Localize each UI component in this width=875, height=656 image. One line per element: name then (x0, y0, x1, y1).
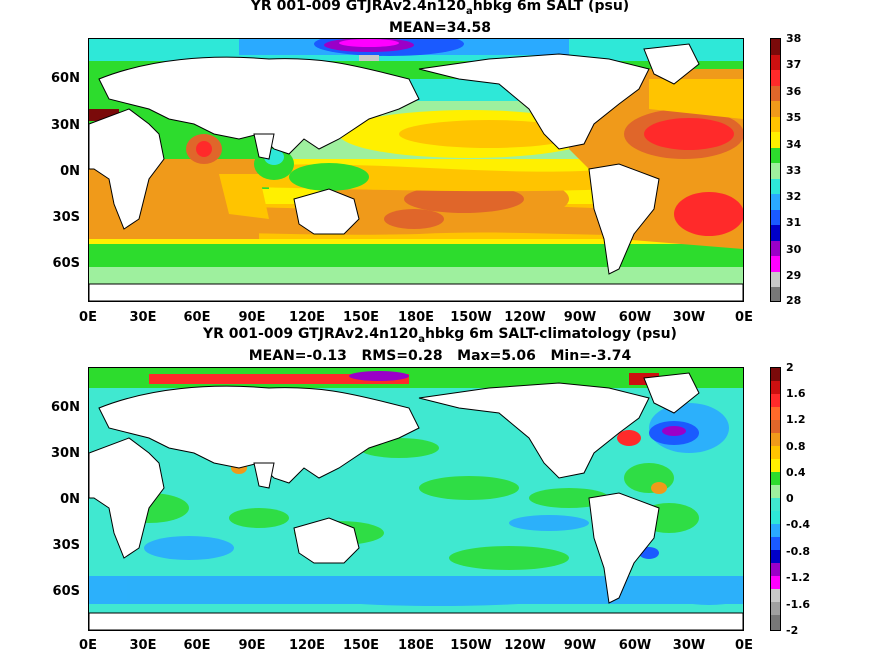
top-lon-150e: 150E (342, 310, 380, 325)
top-lon-60e: 60E (183, 310, 211, 325)
bottom-lon-120w: 120W (504, 638, 546, 653)
top-map-svg (89, 39, 743, 301)
bottom-lon-120e: 120E (288, 638, 326, 653)
top-lon-60w: 60W (618, 310, 652, 325)
top-title-sub: a (465, 5, 473, 17)
top-lon-30e: 30E (129, 310, 157, 325)
top-lon-30w: 30W (672, 310, 706, 325)
bottom-lon-90e: 90E (238, 638, 266, 653)
top-cbar-label-36: 36 (786, 85, 802, 98)
top-lat-30n: 30N (51, 118, 80, 133)
top-lat-30s: 30S (52, 210, 80, 225)
bottom-cbar-label-m2: -2 (786, 624, 799, 637)
bottom-title-pre: YR 001-009 GTJRAv2.4n120 (203, 326, 419, 342)
bottom-map-svg (89, 368, 743, 630)
top-lon-90w: 90W (563, 310, 597, 325)
bottom-lat-60s: 60S (52, 584, 80, 599)
bottom-lat-30n: 30N (51, 446, 80, 461)
top-cbar-label-30: 30 (786, 243, 802, 256)
bottom-cbar-label-2: 2 (786, 361, 794, 374)
bottom-lon-30w: 30W (672, 638, 706, 653)
top-cbar-label-37: 37 (786, 58, 802, 71)
top-title: YR 001-009 GTJRAv2.4n120ahbkg 6m SALT (p… (160, 0, 720, 17)
top-subtitle: MEAN=34.58 (388, 20, 492, 36)
top-lon-0e-end: 0E (735, 310, 753, 325)
top-lat-60s: 60S (52, 256, 80, 271)
top-lon-120w: 120W (504, 310, 546, 325)
top-lon-90e: 90E (238, 310, 266, 325)
bottom-colorbar (770, 367, 781, 631)
top-title-pre: YR 001-009 GTJRAv2.4n120 (250, 0, 466, 14)
top-colorbar (770, 38, 781, 302)
bottom-cbar-label-0.8: 0.8 (786, 440, 806, 453)
top-lat-60n: 60N (51, 71, 80, 86)
bottom-cbar-label-m0.4: -0.4 (786, 518, 811, 531)
bottom-cbar-label-m1.6: -1.6 (786, 598, 811, 611)
bottom-title-post: hbkg 6m SALT-climatology (psu) (424, 326, 677, 342)
top-lon-0e: 0E (79, 310, 97, 325)
top-cbar-label-33: 33 (786, 164, 802, 177)
top-lon-180e: 180E (397, 310, 435, 325)
bottom-lat-30s: 30S (52, 538, 80, 553)
top-cbar-label-32: 32 (786, 190, 802, 203)
bottom-lon-0e: 0E (79, 638, 97, 653)
top-cbar-label-31: 31 (786, 216, 802, 229)
bottom-lon-30e: 30E (129, 638, 157, 653)
top-cbar-label-38: 38 (786, 32, 802, 45)
top-title-post: hbkg 6m SALT (psu) (472, 0, 630, 14)
bottom-cbar-label-m0.8: -0.8 (786, 545, 811, 558)
bottom-lat-60n: 60N (51, 400, 80, 415)
bottom-lon-150e: 150E (342, 638, 380, 653)
bottom-lon-150w: 150W (450, 638, 492, 653)
top-cbar-label-28: 28 (786, 294, 802, 307)
bottom-lat-0n: 0N (60, 492, 80, 507)
bottom-title-sub: a (418, 333, 425, 345)
top-lon-150w: 150W (450, 310, 492, 325)
top-cbar-label-35: 35 (786, 111, 802, 124)
bottom-map (88, 367, 744, 631)
bottom-cbar-label-0: 0 (786, 492, 794, 505)
bottom-stats: MEAN=-0.13 RMS=0.28 Max=5.06 Min=-3.74 (248, 348, 632, 364)
bottom-lon-60e: 60E (183, 638, 211, 653)
bottom-lon-0e-end: 0E (735, 638, 753, 653)
bottom-cbar-label-1.6: 1.6 (786, 387, 806, 400)
top-cbar-label-29: 29 (786, 269, 802, 282)
top-lon-120e: 120E (288, 310, 326, 325)
top-map (88, 38, 744, 302)
bottom-lon-180e: 180E (397, 638, 435, 653)
top-cbar-label-34: 34 (786, 138, 802, 151)
bottom-title: YR 001-009 GTJRAv2.4n120ahbkg 6m SALT-cl… (140, 326, 740, 345)
bottom-lon-60w: 60W (618, 638, 652, 653)
bottom-cbar-label-0.4: 0.4 (786, 466, 806, 479)
bottom-cbar-label-m1.2: -1.2 (786, 571, 811, 584)
bottom-cbar-label-1.2: 1.2 (786, 413, 806, 426)
bottom-lon-90w: 90W (563, 638, 597, 653)
top-lat-0n: 0N (60, 164, 80, 179)
